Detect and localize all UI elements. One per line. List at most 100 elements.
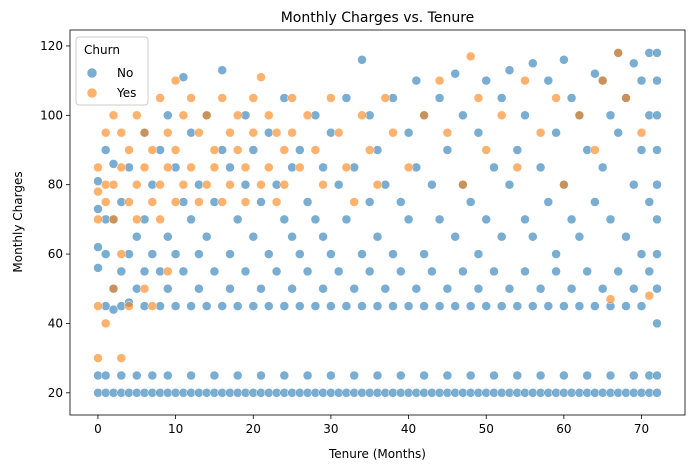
- data-point-yes: [225, 127, 235, 138]
- data-point-no: [434, 93, 445, 103]
- data-point-no: [566, 283, 577, 294]
- data-point-no: [411, 75, 422, 86]
- data-point-no: [489, 162, 499, 173]
- data-point-yes: [116, 162, 127, 173]
- data-point-no: [605, 110, 616, 121]
- data-point-yes: [302, 110, 313, 121]
- data-point-no: [442, 283, 453, 294]
- data-point-no: [543, 75, 554, 86]
- data-point-yes: [621, 93, 631, 103]
- data-point-no: [372, 231, 383, 242]
- data-point-no: [295, 145, 305, 155]
- data-point-no: [302, 370, 313, 381]
- data-point-no: [450, 301, 460, 311]
- data-point-yes: [139, 162, 150, 173]
- data-point-no: [302, 197, 313, 207]
- series-yes: [93, 48, 655, 363]
- data-point-yes: [155, 93, 165, 103]
- data-point-no: [256, 283, 266, 294]
- data-point-no: [551, 127, 561, 138]
- data-point-no: [605, 214, 616, 225]
- data-point-no: [186, 214, 196, 225]
- data-point-yes: [194, 197, 204, 207]
- data-point-no: [481, 301, 491, 311]
- data-point-no: [419, 370, 429, 381]
- data-point-yes: [93, 186, 103, 197]
- data-point-no: [333, 179, 344, 190]
- data-point-no: [559, 55, 569, 65]
- data-point-no: [434, 214, 445, 225]
- data-point-yes: [93, 162, 103, 173]
- data-point-no: [652, 388, 662, 398]
- data-point-yes: [605, 294, 616, 304]
- data-point-yes: [590, 145, 600, 155]
- data-point-yes: [194, 127, 204, 138]
- data-point-no: [349, 283, 359, 294]
- data-point-no: [310, 301, 321, 311]
- data-point-yes: [287, 127, 297, 138]
- data-point-no: [201, 231, 212, 242]
- data-point-no: [132, 231, 142, 242]
- data-point-no: [163, 283, 173, 294]
- data-point-yes: [271, 197, 282, 207]
- data-point-no: [318, 283, 328, 294]
- data-point-yes: [535, 127, 546, 138]
- x-tick-label: 60: [556, 422, 571, 436]
- data-point-no: [403, 127, 414, 138]
- data-point-no: [248, 145, 259, 155]
- data-point-yes: [116, 249, 127, 259]
- data-point-no: [132, 370, 142, 381]
- data-point-yes: [248, 127, 259, 138]
- data-point-no: [287, 231, 297, 242]
- data-point-yes: [388, 127, 398, 138]
- data-point-no: [520, 214, 530, 225]
- data-point-no: [652, 370, 662, 381]
- data-point-no: [364, 266, 375, 277]
- data-point-no: [100, 145, 111, 155]
- data-point-no: [271, 266, 282, 277]
- data-point-no: [310, 214, 321, 225]
- data-point-no: [364, 197, 375, 207]
- data-point-yes: [256, 179, 266, 190]
- data-point-yes: [201, 179, 212, 190]
- data-point-no: [326, 301, 336, 311]
- data-point-no: [403, 214, 414, 225]
- data-point-yes: [232, 110, 243, 121]
- data-point-yes: [295, 162, 305, 173]
- data-point-yes: [326, 93, 336, 103]
- data-point-no: [458, 266, 468, 277]
- data-point-no: [170, 249, 181, 259]
- data-point-yes: [124, 301, 134, 311]
- x-tick-label: 0: [94, 422, 102, 436]
- data-point-yes: [597, 75, 608, 86]
- legend-title: Churn: [84, 43, 120, 57]
- data-point-no: [178, 266, 189, 277]
- data-point-no: [481, 214, 491, 225]
- data-point-no: [450, 231, 460, 242]
- data-point-yes: [419, 110, 429, 121]
- data-point-no: [543, 301, 554, 311]
- data-point-no: [621, 231, 631, 242]
- data-point-no: [116, 266, 127, 277]
- data-point-no: [186, 301, 196, 311]
- data-point-no: [652, 75, 662, 86]
- data-point-yes: [155, 214, 165, 225]
- data-point-no: [590, 68, 600, 79]
- data-point-yes: [240, 162, 251, 173]
- data-point-yes: [318, 179, 328, 190]
- data-point-yes: [163, 162, 173, 173]
- data-point-no: [349, 370, 359, 381]
- data-point-yes: [217, 93, 227, 103]
- y-tick-label: 20: [48, 386, 63, 400]
- data-point-no: [621, 301, 631, 311]
- data-point-no: [559, 301, 569, 311]
- data-point-no: [100, 370, 111, 381]
- data-point-no: [442, 145, 453, 155]
- data-point-no: [543, 197, 554, 207]
- data-point-yes: [264, 110, 274, 121]
- data-point-no: [232, 370, 243, 381]
- data-point-no: [629, 283, 639, 294]
- data-point-yes: [108, 179, 119, 190]
- data-point-no: [636, 301, 647, 311]
